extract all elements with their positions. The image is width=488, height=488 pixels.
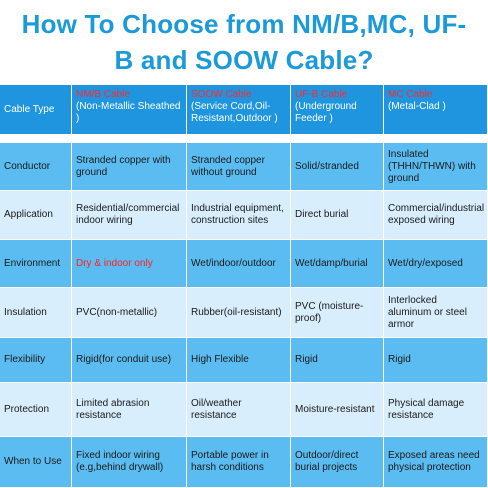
header-cell: MC Cable (Metal-Clad ) (384, 85, 488, 135)
table-cell: Direct burial (291, 191, 384, 240)
row-label: Flexibility (0, 338, 72, 383)
row-label: Insulation (0, 288, 72, 338)
table-cell: Oil/weather resistance (187, 383, 291, 437)
header-name: Cable Type (4, 103, 55, 115)
table-cell: Rigid(for conduit use) (72, 338, 187, 383)
table-cell: Stranded copper with ground (72, 143, 187, 191)
table-cell: Solid/stranded (291, 143, 384, 191)
header-name: MC Cable (388, 89, 433, 100)
row-label: Protection (0, 383, 72, 437)
header-cell: NM/B Cable (Non-Metallic Sheathed ) (72, 85, 187, 135)
header-name: UF-B Cable (295, 89, 348, 100)
row-label: When to Use (0, 437, 72, 488)
row-label: Conductor (0, 143, 72, 191)
table-cell: Outdoor/direct burial projects (291, 437, 384, 488)
table-cell: Moisture-resistant (291, 383, 384, 437)
row-label: Application (0, 191, 72, 240)
table-cell: Insulated (THHN/THWN) with ground (384, 143, 488, 191)
title: How To Choose from NM/B,MC, UF-B and SOO… (21, 9, 467, 75)
table-cell: High Flexible (187, 338, 291, 383)
header-name: SOOW Cable (191, 89, 252, 100)
table-cell: Stranded copper without ground (187, 143, 291, 191)
header-desc: (Metal-Clad ) (388, 101, 446, 112)
table-cell: Residential/commercial indoor wiring (72, 191, 187, 240)
row-label: Environment (0, 240, 72, 288)
table-cell: Commercial/industrial exposed wiring (384, 191, 488, 240)
header-cell: Cable Type (0, 85, 72, 135)
header-desc: (Underground Feeder ) (295, 101, 357, 124)
table-cell: Interlocked aluminum or steel armor (384, 288, 488, 338)
header-name: NM/B Cable (76, 89, 130, 100)
table-cell: Rigid (384, 338, 488, 383)
table-cell: Physical damage resistance (384, 383, 488, 437)
table-cell: Wet/damp/burial (291, 240, 384, 288)
table-cell: PVC (moisture-proof) (291, 288, 384, 338)
header-desc: (Non-Metallic Sheathed ) (76, 101, 181, 124)
table-cell: Wet/indoor/outdoor (187, 240, 291, 288)
header-cell: SOOW Cable (Service Cord,Oil-Resistant,Ou… (187, 85, 291, 135)
table-cell: Limited abrasion resistance (72, 383, 187, 437)
table-cell: Industrial equipment, construction sites (187, 191, 291, 240)
table-cell: Wet/dry/exposed (384, 240, 488, 288)
table-cell: Exposed areas need physical protection (384, 437, 488, 488)
table-cell: Rigid (291, 338, 384, 383)
table-cell: Fixed indoor wiring (e.g,behind drywall) (72, 437, 187, 488)
header-desc: (Service Cord,Oil-Resistant,Outdoor ) (191, 101, 278, 124)
table-cell: Rubber(oil-resistant) (187, 288, 291, 338)
header-cell: UF-B Cable (Underground Feeder ) (291, 85, 384, 135)
table-cell: PVC(non-metallic) (72, 288, 187, 338)
table-cell: Portable power in harsh conditions (187, 437, 291, 488)
table-cell: Dry & indoor only (72, 240, 187, 288)
